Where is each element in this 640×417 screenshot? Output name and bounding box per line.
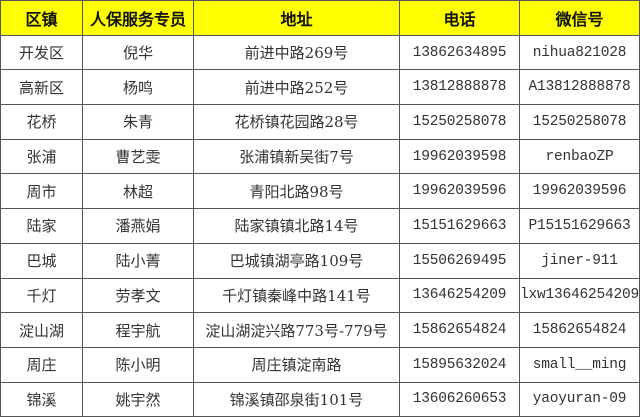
header-row: 区镇 人保服务专员 地址 电话 微信号 — [0, 0, 640, 36]
district-cell: 周市 — [0, 173, 83, 210]
header-staff: 人保服务专员 — [82, 0, 194, 36]
district-cell: 周庄 — [0, 346, 83, 383]
staff-cell: 曹艺雯 — [82, 138, 194, 175]
table-row: 花桥 朱青 花桥镇花园路28号 15250258078 15250258078 — [0, 104, 640, 140]
table-row: 周市 林超 青阳北路98号 19962039596 19962039596 — [0, 173, 640, 210]
wechat-cell: jiner-911 — [519, 242, 640, 279]
table-row: 陆家 潘燕娟 陆家镇镇北路14号 15151629663 P15151629663 — [0, 208, 640, 244]
wechat-cell: nihua821028 — [519, 34, 640, 71]
staff-cell: 杨鸣 — [82, 69, 194, 106]
table-row: 开发区 倪华 前进中路269号 13862634895 nihua821028 — [0, 34, 640, 71]
address-cell: 锦溪镇邵泉街101号 — [193, 381, 400, 417]
address-cell: 巴城镇湖亭路109号 — [193, 242, 400, 279]
district-cell: 张浦 — [0, 138, 83, 175]
table-row: 千灯 劳孝文 千灯镇秦峰中路141号 13646254209 lxw1364625420… — [0, 277, 640, 314]
phone-cell: 19962039598 — [399, 138, 520, 175]
wechat-cell: 15250258078 — [519, 104, 640, 140]
wechat-cell: lxw13646254209 — [519, 277, 640, 314]
wechat-cell: P15151629663 — [519, 208, 640, 244]
phone-cell: 15895632024 — [399, 346, 520, 383]
table-row: 锦溪 姚宇然 锦溪镇邵泉街101号 13606260653 yaoyuran-09 — [0, 381, 640, 417]
table-row: 高新区 杨鸣 前进中路252号 13812888878 A13812888878 — [0, 69, 640, 106]
wechat-cell: 15862654824 — [519, 312, 640, 348]
staff-cell: 潘燕娟 — [82, 208, 194, 244]
address-cell: 陆家镇镇北路14号 — [193, 208, 400, 244]
address-cell: 周庄镇淀南路 — [193, 346, 400, 383]
staff-cell: 倪华 — [82, 34, 194, 71]
address-cell: 张浦镇新吴街7号 — [193, 138, 400, 175]
phone-cell: 19962039596 — [399, 173, 520, 210]
address-cell: 前进中路252号 — [193, 69, 400, 106]
district-cell: 高新区 — [0, 69, 83, 106]
phone-cell: 15862654824 — [399, 312, 520, 348]
district-cell: 花桥 — [0, 104, 83, 140]
table-row: 巴城 陆小菁 巴城镇湖亭路109号 15506269495 jiner-911 — [0, 242, 640, 279]
staff-cell: 姚宇然 — [82, 381, 194, 417]
staff-cell: 劳孝文 — [82, 277, 194, 314]
phone-cell: 13862634895 — [399, 34, 520, 71]
wechat-cell: renbaoZP — [519, 138, 640, 175]
table-row: 淀山湖 程宇航 淀山湖淀兴路773号-779号 15862654824 15862654… — [0, 312, 640, 348]
header-phone: 电话 — [399, 0, 520, 36]
header-address: 地址 — [193, 0, 400, 36]
staff-cell: 朱青 — [82, 104, 194, 140]
phone-cell: 13606260653 — [399, 381, 520, 417]
header-district: 区镇 — [0, 0, 83, 36]
staff-cell: 陆小菁 — [82, 242, 194, 279]
phone-cell: 15250258078 — [399, 104, 520, 140]
staff-cell: 林超 — [82, 173, 194, 210]
address-cell: 淀山湖淀兴路773号-779号 — [193, 312, 400, 348]
district-cell: 锦溪 — [0, 381, 83, 417]
district-cell: 陆家 — [0, 208, 83, 244]
phone-cell: 15506269495 — [399, 242, 520, 279]
header-wechat: 微信号 — [519, 0, 640, 36]
staff-cell: 陈小明 — [82, 346, 194, 383]
phone-cell: 13646254209 — [399, 277, 520, 314]
district-cell: 千灯 — [0, 277, 83, 314]
wechat-cell: yaoyuran-09 — [519, 381, 640, 417]
table-row: 张浦 曹艺雯 张浦镇新吴街7号 19962039598 renbaoZP — [0, 138, 640, 175]
wechat-cell: A13812888878 — [519, 69, 640, 106]
staff-cell: 程宇航 — [82, 312, 194, 348]
wechat-cell: 19962039596 — [519, 173, 640, 210]
phone-cell: 15151629663 — [399, 208, 520, 244]
address-cell: 花桥镇花园路28号 — [193, 104, 400, 140]
district-cell: 淀山湖 — [0, 312, 83, 348]
district-cell: 开发区 — [0, 34, 83, 71]
address-cell: 前进中路269号 — [193, 34, 400, 71]
table-row: 周庄 陈小明 周庄镇淀南路 15895632024 small__ming — [0, 346, 640, 383]
district-cell: 巴城 — [0, 242, 83, 279]
address-cell: 千灯镇秦峰中路141号 — [193, 277, 400, 314]
wechat-cell: small__ming — [519, 346, 640, 383]
address-cell: 青阳北路98号 — [193, 173, 400, 210]
phone-cell: 13812888878 — [399, 69, 520, 106]
